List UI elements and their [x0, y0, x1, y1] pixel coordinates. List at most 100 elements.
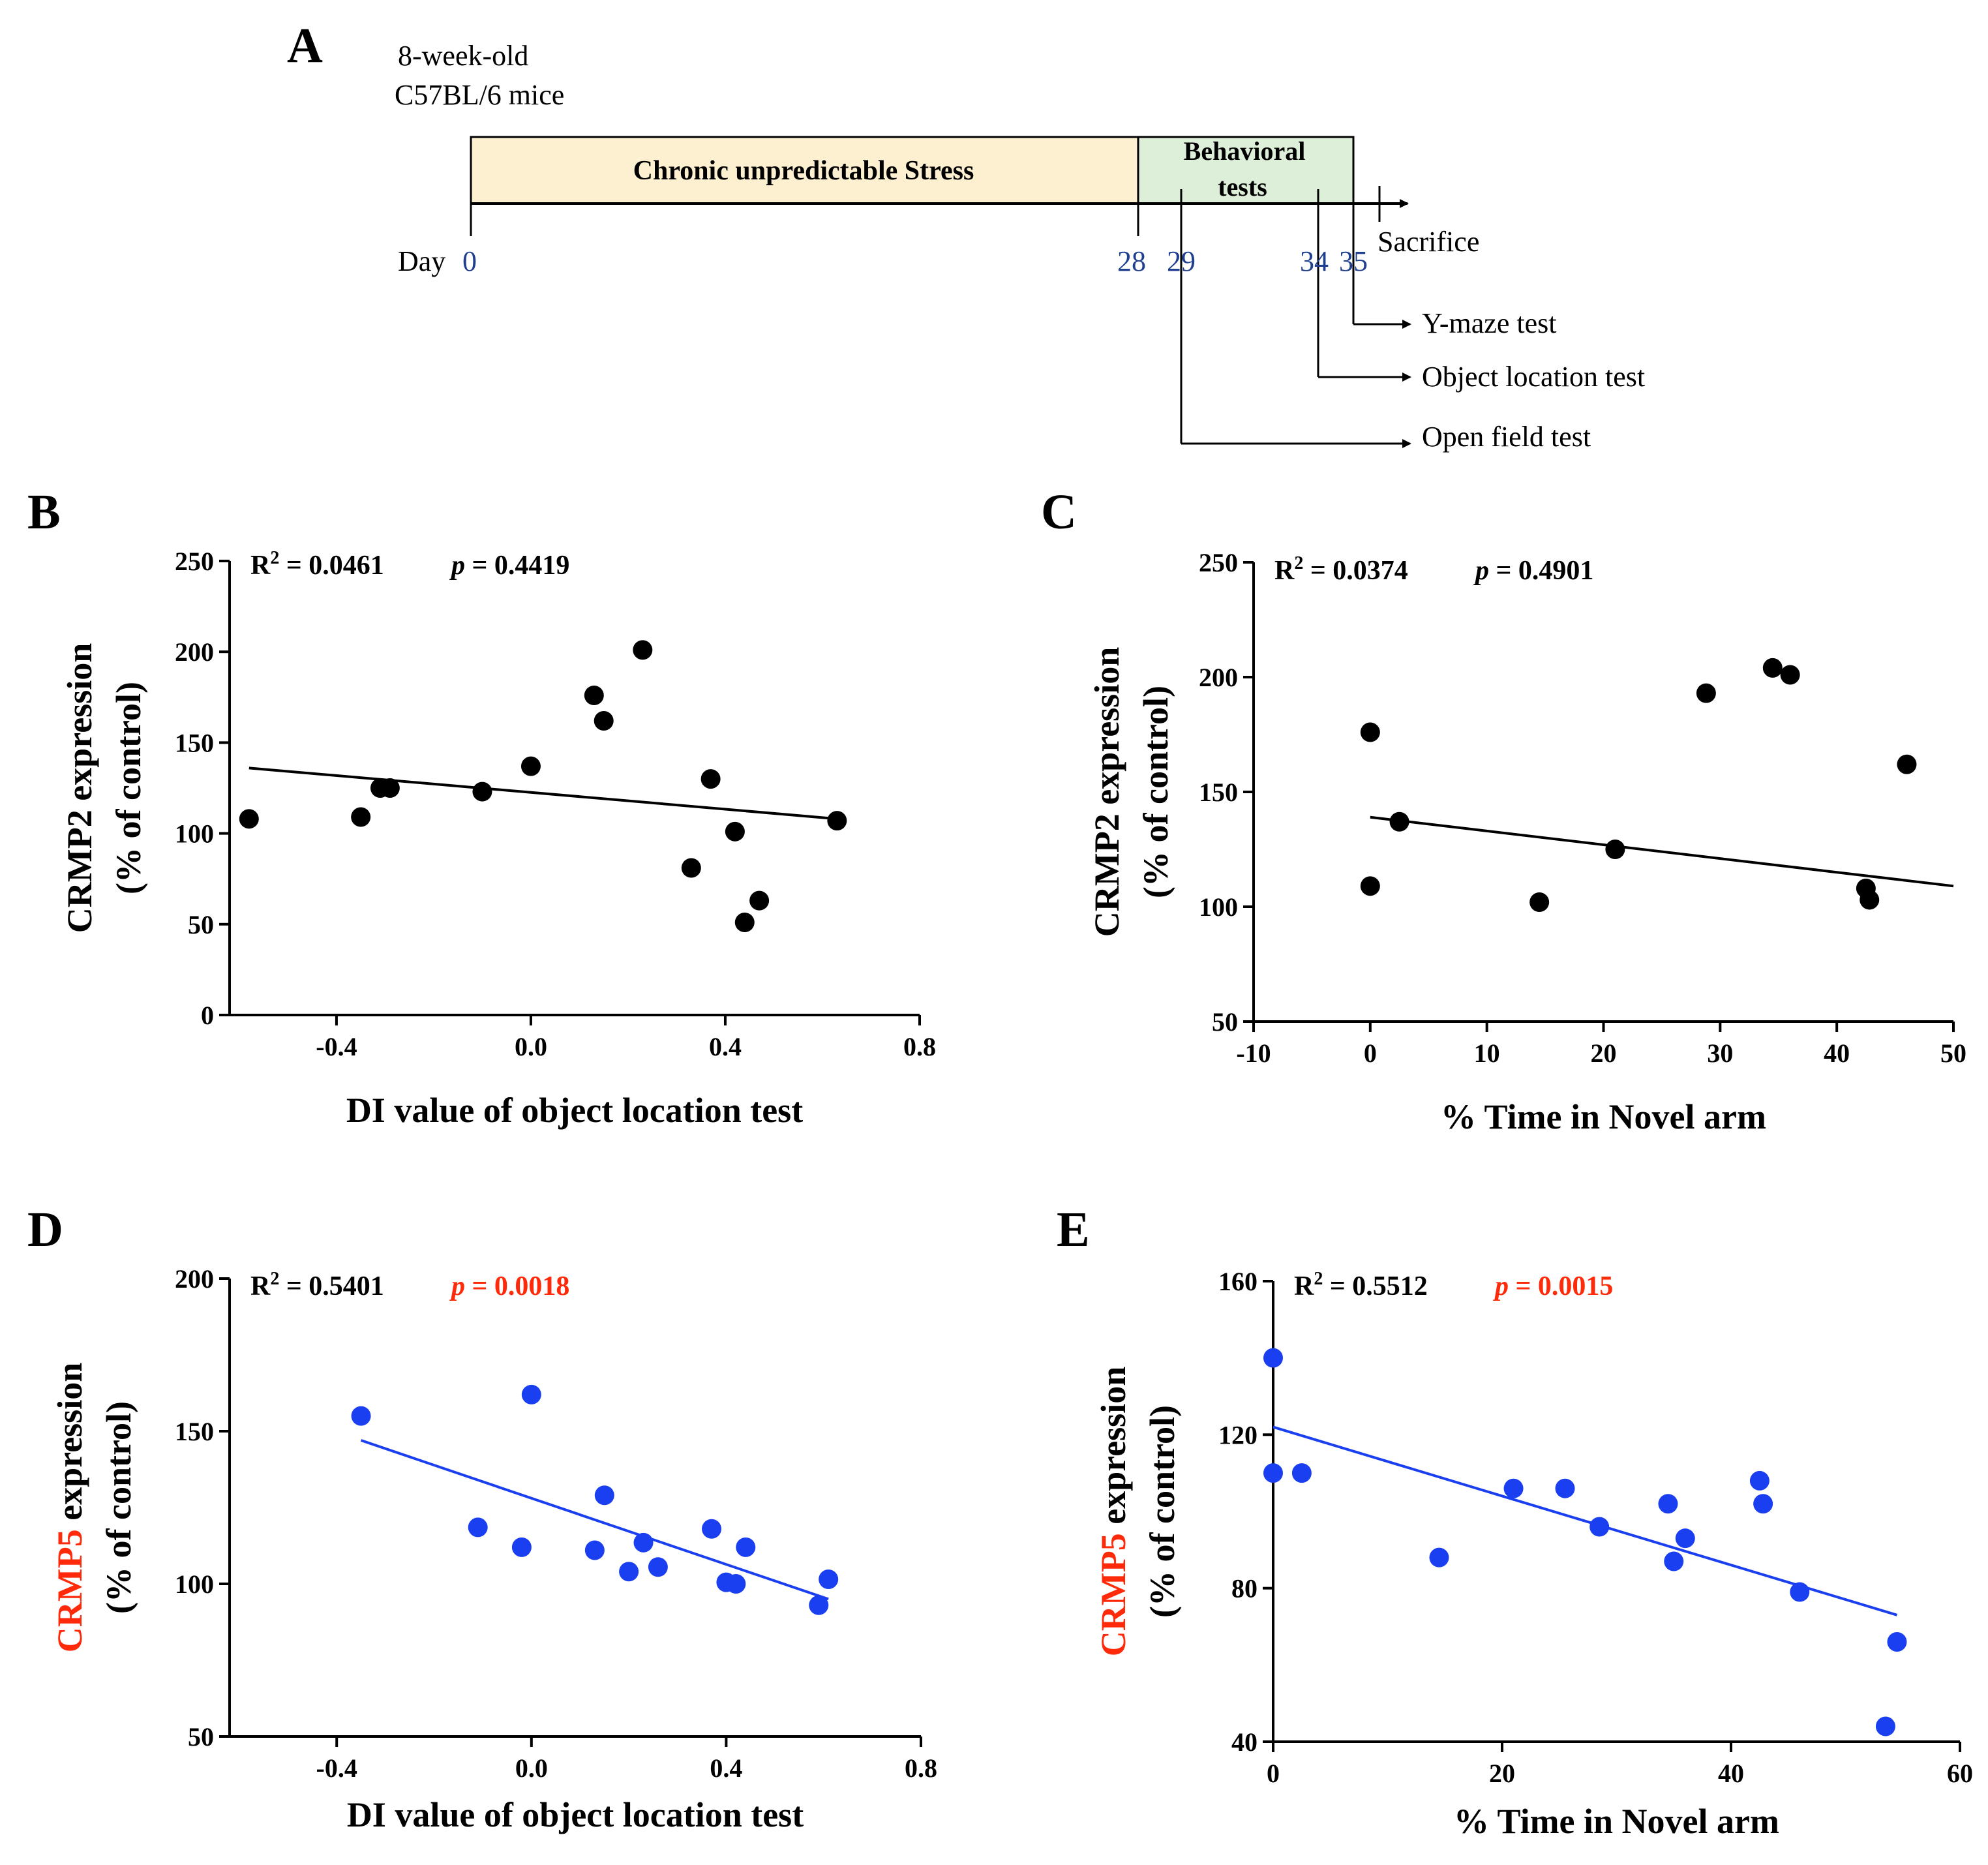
- p-symbol-d: p: [449, 1271, 465, 1301]
- data-point-d: [648, 1557, 668, 1577]
- panel-letter-b: B: [27, 485, 61, 539]
- r2-superscript-d: 2: [270, 1269, 279, 1289]
- data-point-d: [351, 1406, 371, 1426]
- data-point-d: [521, 1384, 541, 1404]
- p-annotation-b: p = 0.4419: [449, 551, 569, 581]
- data-point-e: [1503, 1478, 1524, 1498]
- r2-value-b: = 0.0461: [279, 551, 384, 581]
- y-tick-label-b: 250: [175, 547, 214, 576]
- y-tick-label-e: 40: [1231, 1727, 1258, 1757]
- data-point-b: [520, 756, 541, 776]
- y-tick-label-b: 0: [201, 1001, 214, 1030]
- data-point-d: [702, 1519, 722, 1539]
- day-28-label: 28: [1117, 245, 1146, 277]
- regression-line-d: [360, 1439, 829, 1601]
- data-point-c: [1605, 840, 1625, 859]
- r2-prefix-c: R: [1274, 556, 1295, 586]
- day-29-label: 29: [1167, 245, 1196, 277]
- y-tick-label-e: 80: [1231, 1574, 1258, 1603]
- data-point-e: [1749, 1470, 1770, 1491]
- data-point-b: [584, 686, 604, 706]
- x-axis-label-e: % Time in Novel arm: [1454, 1802, 1779, 1841]
- data-point-d: [594, 1485, 614, 1506]
- data-point-b: [351, 807, 371, 827]
- stress-period-box: [470, 136, 1139, 205]
- data-point-d: [619, 1562, 639, 1582]
- data-point-d: [726, 1574, 746, 1594]
- r2-superscript-b: 2: [270, 548, 279, 568]
- y-tick-label-b: 50: [188, 910, 214, 939]
- x-tick-label-e: 0: [1267, 1759, 1280, 1788]
- data-point-c: [1780, 665, 1800, 685]
- y-axis-label-line2-e: (% of control): [1143, 1405, 1182, 1618]
- chart-c: C 50 100 150 200 250 -10 0 10 20 30 40 50 % Time in N…: [1041, 485, 1966, 1136]
- data-point-e: [1887, 1632, 1907, 1652]
- data-point-b: [725, 821, 745, 842]
- chart-d: D 50 100 150 200 -0.4 0.0 0.4 0.8 DI value of obj…: [27, 1202, 937, 1834]
- data-point-e: [1555, 1478, 1575, 1498]
- data-point-b: [827, 811, 847, 831]
- r2-prefix-b: R: [250, 551, 271, 581]
- data-point-b: [380, 778, 400, 798]
- data-point-b: [700, 769, 721, 789]
- data-point-b: [749, 890, 770, 911]
- y-axis-label-rest-d: expression: [50, 1363, 89, 1530]
- data-point-b: [734, 913, 755, 933]
- test-open-field-label: Open field test: [1422, 421, 1591, 453]
- y-axis-label-rest-b: expression: [60, 643, 99, 810]
- y-axis-label-rest-e: expression: [1094, 1367, 1133, 1534]
- x-axis-label-d: DI value of object location test: [347, 1795, 804, 1834]
- data-point-c: [1762, 658, 1783, 678]
- data-point-e: [1790, 1582, 1810, 1602]
- p-value-d: = 0.0018: [465, 1271, 569, 1301]
- y-tick-label-e: 120: [1218, 1420, 1258, 1449]
- data-point-e: [1263, 1348, 1283, 1368]
- y-tick-label-d: 150: [175, 1417, 214, 1446]
- y-axis-label-d: CRMP5 expression: [50, 1363, 89, 1652]
- r2-annotation-e: R2 = 0.5512: [1294, 1269, 1428, 1301]
- data-point-c: [1529, 892, 1550, 912]
- x-tick-label-b: 0.8: [903, 1032, 936, 1061]
- x-tick-label-e: 40: [1718, 1759, 1744, 1788]
- behavior-label-line1: Behavioral: [1184, 136, 1306, 166]
- data-point-b: [239, 809, 259, 829]
- data-point-e: [1753, 1494, 1773, 1514]
- y-tick-label-c: 100: [1199, 892, 1238, 922]
- data-point-b: [594, 710, 614, 731]
- panel-letter-c: C: [1041, 485, 1077, 539]
- y-axis-gene-d: CRMP5: [50, 1529, 89, 1652]
- data-point-e: [1675, 1528, 1695, 1549]
- panel-a-timeline: A 8-week-old C57BL/6 mice Chronic unpred…: [287, 18, 1645, 453]
- x-tick-label-c: 20: [1591, 1039, 1617, 1068]
- x-tick-label-b: 0.0: [515, 1032, 547, 1061]
- r2-annotation-c: R2 = 0.0374: [1274, 553, 1408, 586]
- data-point-e: [1664, 1551, 1684, 1571]
- data-point-d: [584, 1540, 605, 1560]
- y-axis-label-e: CRMP5 expression: [1094, 1367, 1133, 1656]
- data-point-e: [1263, 1463, 1283, 1483]
- chart-e: E 40 80 120 160 0 20 40 60 % Time in Novel arm CRM…: [1057, 1202, 1973, 1841]
- p-annotation-d: p = 0.0018: [449, 1271, 569, 1301]
- test-y-maze-label: Y-maze test: [1422, 307, 1556, 339]
- data-point-d: [736, 1537, 756, 1557]
- r2-value-e: = 0.5512: [1323, 1271, 1427, 1301]
- data-point-e: [1658, 1494, 1678, 1514]
- day-0-label: 0: [462, 245, 477, 277]
- chart-b: B 0 50 100 150 200 250 -0.4 0.0 0.4 0.8 DI value of…: [27, 485, 936, 1130]
- x-tick-label-e: 60: [1947, 1759, 1973, 1788]
- y-tick-label-b: 200: [175, 637, 214, 667]
- y-axis-label-b: CRMP2 expression: [60, 643, 99, 933]
- regression-line-b: [248, 766, 837, 821]
- y-tick-label-b: 150: [175, 728, 214, 757]
- y-axis-gene-b: CRMP2: [60, 810, 99, 933]
- data-point-d: [809, 1595, 829, 1615]
- panel-a-letter: A: [287, 18, 323, 73]
- behavior-label-line2: tests: [1218, 172, 1267, 202]
- y-axis-label-line2-c: (% of control): [1136, 686, 1175, 898]
- y-tick-label-c: 50: [1212, 1007, 1238, 1037]
- data-point-c: [1860, 890, 1880, 910]
- data-point-b: [681, 858, 701, 878]
- y-axis-label-c: CRMP2 expression: [1087, 647, 1126, 937]
- y-axis-gene-c: CRMP2: [1087, 813, 1126, 937]
